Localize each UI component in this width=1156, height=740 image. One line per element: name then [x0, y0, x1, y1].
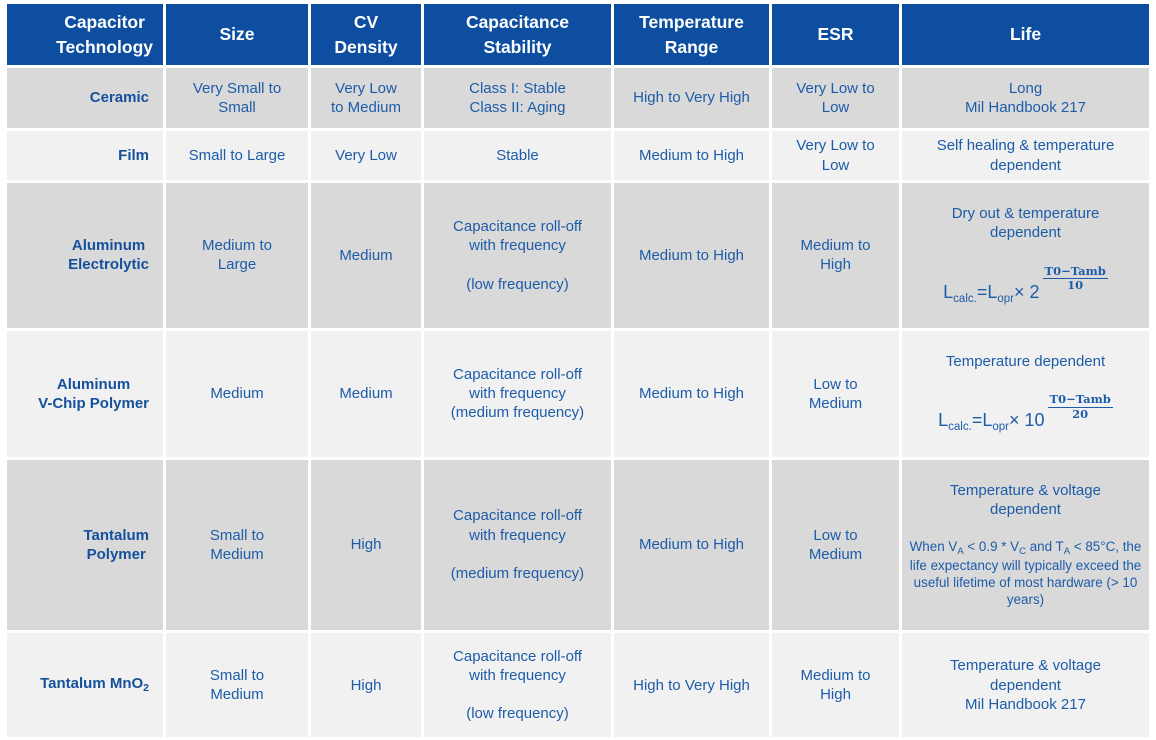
- cell-technology: Film: [7, 131, 163, 180]
- note-text: and T: [1026, 539, 1064, 555]
- cell-capacitance-stability: Capacitance roll-off with frequency (med…: [424, 459, 611, 631]
- technology-name: Tantalum MnO2: [40, 674, 149, 695]
- cell-temperature-range: High to Very High: [614, 68, 769, 128]
- cell-temperature-range: Medium to High: [614, 459, 769, 631]
- cell-temperature-range: Medium to High: [614, 131, 769, 180]
- note-subscript: A: [1063, 546, 1071, 558]
- cell-size: Small to Medium: [166, 459, 308, 631]
- formula-lhs: L: [938, 410, 949, 431]
- life-formula: Lcalc.=Lopr× 2 T0−Tamb 10: [906, 263, 1145, 307]
- cell-esr: Very Low to Low: [772, 68, 899, 128]
- table-row-tantalum-mno2: Tantalum MnO2 Small to Medium High Capac…: [7, 633, 1149, 738]
- cell-technology: Tantalum Polymer: [7, 459, 163, 631]
- table-row-tantalum-polymer: Tantalum Polymer Small to Medium High Ca…: [7, 459, 1149, 631]
- col-header-capacitance-stability: Capacitance Stability: [424, 4, 611, 65]
- formula-exponent-fraction: T0−Tamb 10: [1042, 263, 1108, 292]
- cell-cv-density: Very Low: [311, 131, 421, 180]
- cell-capacitance-stability: Stable: [424, 131, 611, 180]
- col-header-life: Life: [902, 4, 1149, 65]
- formula-equals: =: [971, 410, 983, 431]
- cell-technology: Aluminum Electrolytic: [7, 183, 163, 328]
- cell-cv-density: Very Low to Medium: [311, 68, 421, 128]
- col-header-cv-density: CV Density: [311, 4, 421, 65]
- cell-technology: Tantalum MnO2: [7, 633, 163, 738]
- technology-name: Tantalum Polymer: [83, 526, 149, 563]
- note-text: < 85°C, the life expectancy will typical…: [909, 539, 1142, 608]
- note-text: < 0.9 * V: [963, 539, 1020, 555]
- technology-name: Ceramic: [89, 89, 149, 107]
- table-row-film: Film Small to Large Very Low Stable Medi…: [7, 131, 1149, 180]
- col-header-capacitor-technology: Capacitor Technology: [7, 4, 163, 65]
- cell-life: Dry out & temperature dependent Lcalc.=L…: [902, 183, 1149, 328]
- cell-capacitance-stability: Capacitance roll-off with frequency (low…: [424, 633, 611, 738]
- cell-esr: Low to Medium: [772, 330, 899, 457]
- cell-capacitance-stability: Class I: Stable Class II: Aging: [424, 68, 611, 128]
- formula-rhs-subscript: opr: [992, 421, 1009, 434]
- life-description: Dry out & temperature dependent: [951, 205, 1100, 242]
- cell-size: Medium: [166, 330, 308, 457]
- header-row: Capacitor Technology Size CV Density Cap…: [7, 4, 1149, 65]
- cell-temperature-range: High to Very High: [614, 633, 769, 738]
- life-note: When VA < 0.9 * VC and TA < 85°C, the li…: [906, 539, 1145, 609]
- col-header-size: Size: [166, 4, 308, 65]
- cell-life: Temperature dependent Lcalc.=Lopr× 10 T0−…: [902, 330, 1149, 457]
- formula-rhs: L: [987, 281, 998, 302]
- cell-cv-density: Medium: [311, 330, 421, 457]
- technology-name-subscript: 2: [143, 682, 149, 695]
- cell-capacitance-stability: Capacitance roll-off with frequency (med…: [424, 330, 611, 457]
- cell-esr: Very Low to Low: [772, 131, 899, 180]
- cell-life: Long Mil Handbook 217: [902, 68, 1149, 128]
- cell-life: Temperature & voltage dependent When VA …: [902, 459, 1149, 631]
- fraction-denominator: 20: [1072, 406, 1089, 421]
- cell-technology: Aluminum V-Chip Polymer: [7, 330, 163, 457]
- table-row-ceramic: Ceramic Very Small to Small Very Low to …: [7, 68, 1149, 128]
- cell-technology: Ceramic: [7, 68, 163, 128]
- formula-rhs: L: [982, 410, 993, 431]
- cell-esr: Medium to High: [772, 183, 899, 328]
- cell-size: Small to Medium: [166, 633, 308, 738]
- formula-rhs-subscript: opr: [997, 292, 1014, 305]
- formula-times: ×: [1013, 281, 1030, 302]
- life-formula: Lcalc.=Lopr× 10 T0−Tamb 20: [906, 393, 1145, 435]
- cell-life: Temperature & voltage dependent Mil Hand…: [902, 633, 1149, 738]
- cell-size: Small to Large: [166, 131, 308, 180]
- fraction-numerator: T0−Tamb: [1042, 263, 1108, 279]
- table-row-aluminum-vchip-polymer: Aluminum V-Chip Polymer Medium Medium Ca…: [7, 330, 1149, 457]
- technology-name: Aluminum V-Chip Polymer: [38, 375, 149, 412]
- cell-temperature-range: Medium to High: [614, 183, 769, 328]
- formula-exponent-fraction: T0−Tamb 20: [1047, 392, 1113, 421]
- cell-esr: Medium to High: [772, 633, 899, 738]
- fraction-denominator: 10: [1067, 277, 1084, 292]
- cell-capacitance-stability: Capacitance roll-off with frequency (low…: [424, 183, 611, 328]
- cell-life: Self healing & temperature dependent: [902, 131, 1149, 180]
- col-header-capacitor-technology-label: Capacitor Technology: [56, 12, 153, 57]
- formula-base: 10: [1024, 410, 1045, 431]
- note-subscript: A: [957, 546, 964, 558]
- cell-size: Medium to Large: [166, 183, 308, 328]
- capacitor-comparison-table: Capacitor Technology Size CV Density Cap…: [4, 1, 1152, 740]
- table-row-aluminum-electrolytic: Aluminum Electrolytic Medium to Large Me…: [7, 183, 1149, 328]
- cell-cv-density: High: [311, 459, 421, 631]
- cell-cv-density: High: [311, 633, 421, 738]
- formula-lhs: L: [943, 281, 954, 302]
- note-subscript: C: [1019, 546, 1026, 558]
- formula-equals: =: [976, 281, 988, 302]
- col-header-esr: ESR: [772, 4, 899, 65]
- cell-esr: Low to Medium: [772, 459, 899, 631]
- technology-name-text: Tantalum MnO: [40, 675, 144, 693]
- formula-times: ×: [1008, 410, 1025, 431]
- life-description: Temperature & voltage dependent: [950, 481, 1101, 518]
- cell-size: Very Small to Small: [166, 68, 308, 128]
- note-text: When V: [909, 539, 958, 555]
- col-header-temperature-range: Temperature Range: [614, 4, 769, 65]
- formula-base: 2: [1029, 281, 1040, 302]
- formula-lhs-subscript: calc.: [953, 292, 977, 305]
- life-description: Temperature dependent: [945, 353, 1106, 371]
- formula-lhs-subscript: calc.: [948, 421, 972, 434]
- cell-cv-density: Medium: [311, 183, 421, 328]
- technology-name: Film: [118, 146, 149, 164]
- cell-temperature-range: Medium to High: [614, 330, 769, 457]
- technology-name: Aluminum Electrolytic: [68, 237, 149, 274]
- fraction-numerator: T0−Tamb: [1047, 392, 1113, 408]
